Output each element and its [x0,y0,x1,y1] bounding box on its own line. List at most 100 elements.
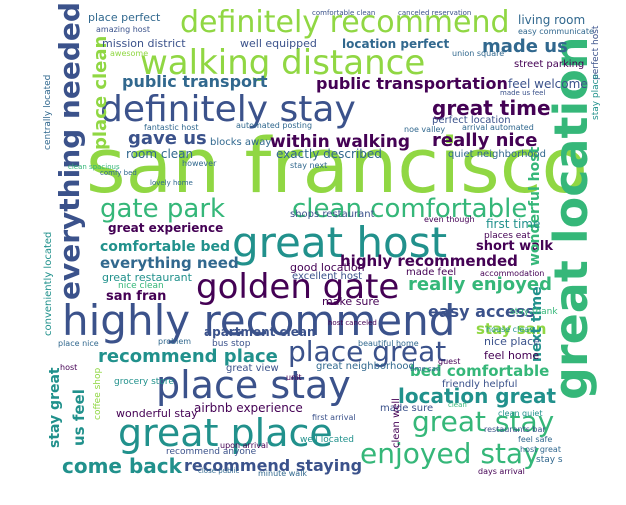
word-living-room: living room [518,13,586,27]
word-highly-recommend: highly recommend [62,296,456,345]
word-short-walk: short walk [476,239,553,254]
word-highly-recommended: highly recommended [340,252,518,270]
word-bed-comfortable: bed comfortable [410,362,550,380]
word-gave-us: gave us [128,128,207,149]
word-awesome: awesome [110,49,149,58]
word-days-arrival: days arrival [478,467,525,476]
word-great-neighborhood: great neighborhood [316,361,415,372]
word-beautiful-home: beautiful home [358,339,419,348]
word-fantastic-host: fantastic host [144,123,199,132]
word-shops-restaurant: shops restaurant [290,209,375,220]
word-made-feel: made feel [406,267,457,278]
word-stay-next: stay next [290,161,328,170]
word-airbnb-experience: airbnb experience [194,401,303,415]
word-minute-walk: minute walk [258,469,308,478]
word-clean: clean [448,401,467,409]
word-house-clean: house clean [486,325,535,334]
word-feel-welcome: feel welcome [508,77,588,91]
word-time-san: time san [410,365,441,373]
word-great-view: great view [226,363,279,374]
word-perfect-host: perfect host [591,25,601,80]
word-nice-place: nice place [484,335,540,348]
word-canceled-reservation: canceled reservation [398,9,472,17]
word-perfect-location: perfect location [432,115,511,126]
word-come-back: come back [62,454,182,478]
word-place-nice: place nice [58,339,99,348]
word-even-though: even though [424,215,475,224]
word-comfortable-bed: comfortable bed [100,239,230,255]
word-within-walking: within walking [270,132,411,152]
word-enjoyed-stay: enjoyed stay [360,437,540,470]
word-walking-distance: walking distance [140,43,426,83]
word-easy-communicate: easy communicate [518,27,594,36]
word-stay-thank: stay thank [510,307,558,317]
word-definitely-stay: definitely stay [100,89,356,130]
word-places-eat: places eat [484,231,531,241]
word-made-us: made us [482,36,568,57]
word-easy-access: easy access [428,302,535,321]
word-public-transport: public transport [122,72,268,91]
word-mission-district: mission district [102,37,186,50]
word-coffee-shop: coffee shop [93,367,103,420]
word-everything-needed: everything needed [53,2,86,300]
word-grocery-store: grocery store [114,377,174,387]
word-clean-well: clean well [391,398,402,448]
word-made-us-feel: made us feel [500,89,546,97]
word-nice-clean: nice clean [118,281,164,291]
word-friendly-helpful: friendly helpful [442,379,518,390]
word-place-stay: place stay [156,363,351,407]
word-stay-s: stay s [536,455,563,465]
word-feel-safe: feel safe [518,435,553,444]
word-noe-valley: noe valley [404,125,446,134]
word-place-clean: place clean [90,35,111,150]
word-host: host [60,363,78,372]
word-well-equipped: well equipped [240,37,317,50]
word-golden-gate: golden gate [196,267,400,307]
word-comfy-bed: comfy bed [100,169,137,177]
word-recommend-anyone: recommend anyone [166,447,257,457]
word-unit: unit [286,373,302,382]
word-comfortable-clean: comfortable clean [312,9,376,17]
word-clean-comfortable: clean comfortable [292,194,528,224]
word-lovely-home: lovely home [150,179,193,187]
word-automated-posting: automated posting [236,121,313,130]
word-centrally-located: centrally located [43,74,53,150]
word-quiet-neighborhood: quiet neighborhood [448,149,546,160]
word-wonderful-stay: wonderful stay [116,407,198,420]
word-host-canceled: host canceled [328,319,377,327]
word-really-nice: really nice [432,130,538,151]
word-stay-great: stay great [47,367,63,448]
word-great-experience: great experience [108,221,224,235]
word-wonderful-host: wonderful host [527,146,543,266]
word-great-host: great host [232,218,448,267]
word-exactly-described: exactly described [276,147,382,161]
word-definitely-recommend: definitely recommend [180,5,510,40]
word-excellent-host: excellent host [292,271,363,282]
word-room-clean: room clean [126,147,194,161]
word-arrival-automated: arrival automated [462,123,534,132]
word-apartment-clean: apartment clean [204,325,316,339]
word-place-great: place great [288,335,447,368]
word-recommend-staying: recommend staying [184,456,363,475]
word-close-public: close public [198,467,240,475]
word-location-perfect: location perfect [342,37,450,51]
word-public-transportation: public transportation [316,74,508,93]
word-location-great: location great [398,384,557,408]
word-made-sure: made sure [380,403,434,414]
word-san-fran: san fran [106,289,167,304]
word-great-stay: great stay [412,405,555,438]
word-however: however [182,159,217,168]
word-accommodation: accommodation [480,269,545,278]
word-place-perfect: place perfect [88,11,161,24]
word-first-arrival: first arrival [312,413,356,422]
word-amazing-host: amazing host [96,25,150,34]
word-bus-stop: bus stop [212,339,251,349]
word-host-great: host great [520,445,561,454]
word-stay-san: stay san [476,320,547,338]
word-great-place: great place [118,411,333,455]
word-gate-park: gate park [100,194,226,224]
word-problem: problem [158,337,192,346]
word-blocks-away: blocks away [210,137,272,148]
word-really-enjoyed: really enjoyed [408,274,552,295]
